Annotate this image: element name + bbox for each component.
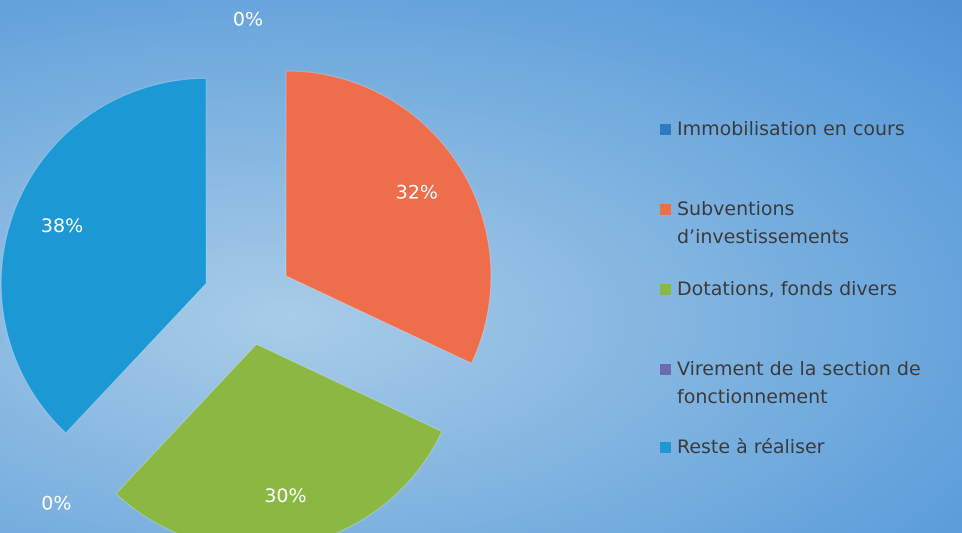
pie-slice: [285, 70, 492, 364]
legend-swatch: [660, 442, 671, 453]
value-label: 32%: [396, 181, 438, 203]
legend-label: Immobilisation en cours: [677, 118, 905, 140]
legend-swatch: [660, 124, 671, 135]
legend-item: Reste à réaliser: [660, 433, 824, 461]
pie-slice: [0, 77, 207, 434]
value-label: 0%: [233, 9, 263, 31]
value-label: 38%: [41, 215, 83, 237]
legend-swatch: [660, 364, 671, 375]
pie-slice: [115, 343, 443, 533]
value-label: 0%: [41, 493, 71, 515]
legend-label: Reste à réaliser: [677, 436, 825, 458]
legend-item: Virement de la section de fonctionnement: [660, 355, 957, 411]
legend-swatch: [660, 284, 671, 295]
value-label: 30%: [264, 485, 306, 507]
legend: Immobilisation en cours Subventions d’inv…: [660, 0, 960, 533]
legend-item: Dotations, fonds divers: [660, 275, 897, 303]
legend-item: Immobilisation en cours: [660, 115, 905, 143]
legend-label: Dotations, fonds divers: [677, 278, 898, 300]
legend-swatch: [660, 204, 671, 215]
legend-label: Subventions d’investissements: [677, 198, 850, 248]
legend-label: Virement de la section de fonctionnement: [677, 358, 921, 408]
legend-item: Subventions d’investissements: [660, 195, 877, 251]
